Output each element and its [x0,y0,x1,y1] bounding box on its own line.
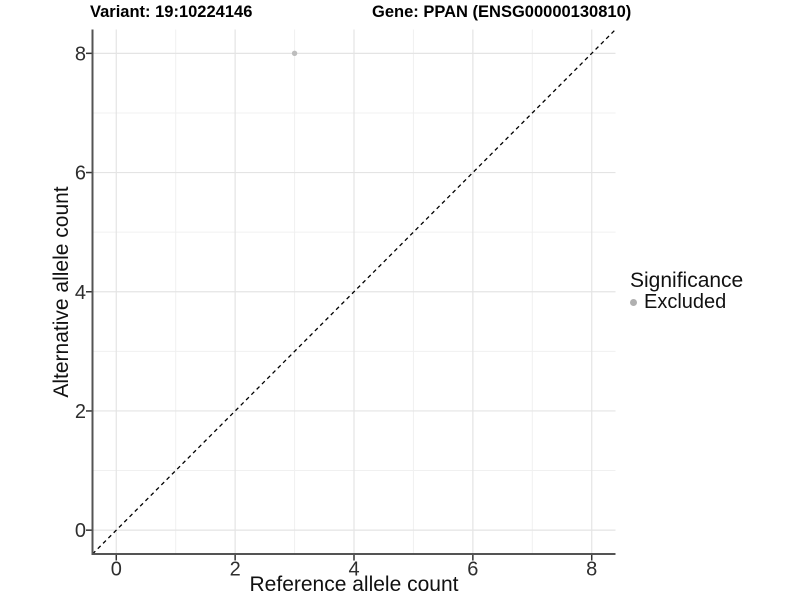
data-point [291,50,298,57]
y-tick-label: 2 [75,401,86,423]
y-tick-label: 0 [75,520,86,542]
variant-title: Variant: 19:10224146 [90,3,253,21]
x-tick-label: 2 [230,559,241,581]
identity-line [92,29,616,555]
legend-key-circle-icon [630,298,637,306]
y-axis-title: Alternative allele count [50,186,73,398]
legend-item-label: Excluded [644,290,727,313]
x-tick-label: 8 [586,559,597,581]
legend-item: Excluded [630,290,743,313]
y-tick-label: 4 [75,282,86,304]
x-tick-label: 6 [467,559,478,581]
gene-title: Gene: PPAN (ENSG00000130810) [372,3,632,21]
y-tick-label: 8 [75,43,86,65]
legend-title: Significance [630,269,744,292]
legend: Significance Excluded [630,269,744,313]
x-tick-label: 4 [348,559,359,581]
x-axis-title: Reference allele count [249,573,459,596]
y-tick-label: 6 [75,163,86,185]
x-tick-label: 0 [111,559,122,581]
legend-items: Excluded [630,290,743,313]
